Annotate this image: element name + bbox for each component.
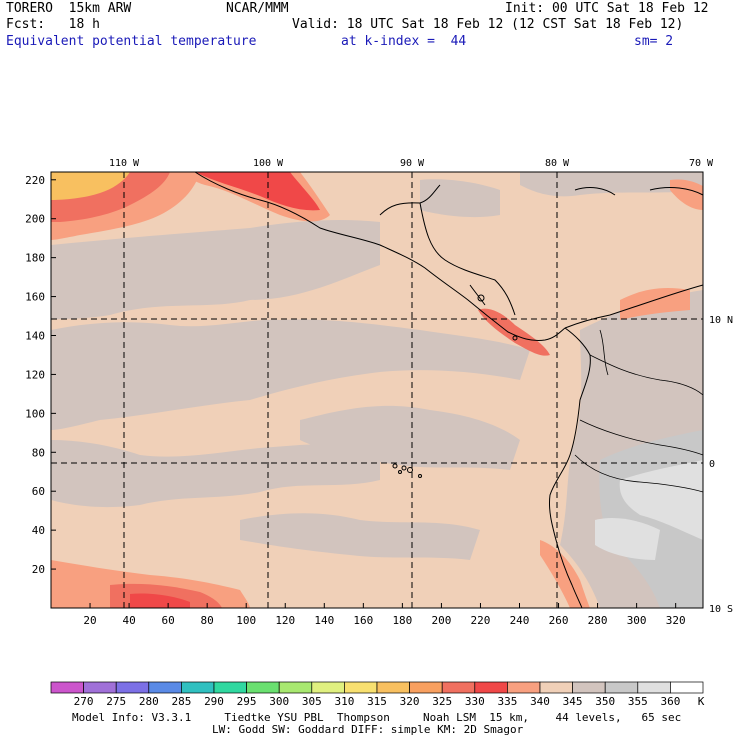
y-tick-label: 40 [32,524,45,537]
y-tick-label: 60 [32,485,45,498]
colorbar-swatch [670,681,704,694]
forecast-hour: Fcst: 18 h [6,17,100,32]
colorbar-swatch [83,681,117,694]
y-tick-label: 100 [25,407,45,420]
x-tick-label: 80 [201,614,214,627]
colorbar-swatch [539,681,573,694]
model-info-line2: LW: Godd SW: Goddard DIFF: simple KM: 2D… [212,723,524,736]
y-tick-label: 160 [25,291,45,304]
y-axis-ticks: 220 200 180 160 140 120 100 80 60 40 20 [25,174,56,576]
colorbar-label: 310 [334,695,354,708]
latitude-label: 10 N [709,315,733,326]
y-tick-label: 120 [25,368,45,381]
colorbar-label: 300 [269,695,289,708]
longitude-label: 100 W [253,158,284,169]
longitude-labels: 110 W 100 W 90 W 80 W 70 W [109,158,714,169]
y-tick-label: 200 [25,213,45,226]
longitude-label: 110 W [109,158,140,169]
colorbar-label: 325 [432,695,452,708]
colorbar-label: 275 [106,695,126,708]
x-tick-label: 300 [627,614,647,627]
x-tick-label: 220 [471,614,491,627]
longitude-label: 80 W [545,158,570,169]
latitude-labels: 10 N 0 10 S [709,315,733,615]
colorbar-label: 315 [367,695,387,708]
colorbar-unit: K [698,695,705,708]
colorbar-labels: 270 275 280 285 290 295 300 305 310 315 320 325 330 3… [74,695,681,708]
colorbar-label: 335 [497,695,517,708]
x-axis-ticks: 20 40 60 80 100 120 140 160 180 200 220 240 260 280 30… [83,603,686,627]
y-tick-label: 220 [25,174,45,187]
colorbar-label: 320 [400,695,420,708]
colorbar-label: 345 [563,695,583,708]
colorbar-label: 280 [139,695,159,708]
x-tick-label: 120 [275,614,295,627]
x-tick-label: 140 [314,614,334,627]
valid-time: Valid: 18 UTC Sat 18 Feb 12 (12 CST Sat … [292,17,684,32]
colorbar-swatch [637,681,671,694]
org-label: NCAR/MMM [226,1,289,16]
colorbar-label: 270 [74,695,94,708]
x-tick-label: 180 [392,614,412,627]
y-tick-label: 180 [25,252,45,265]
colorbar-swatch [409,681,443,694]
colorbar-swatch [148,681,182,694]
colorbar-swatch [376,681,410,694]
x-tick-label: 260 [549,614,569,627]
x-tick-label: 200 [431,614,451,627]
longitude-label: 90 W [400,158,425,169]
longitude-label: 70 W [689,158,714,169]
colorbar-label: 360 [660,695,680,708]
colorbar-swatch [50,681,84,694]
level-label: at k-index = 44 [341,34,467,49]
x-tick-label: 320 [666,614,686,627]
colorbar-swatch [213,681,247,694]
colorbar-swatch [604,681,639,694]
x-tick-label: 100 [236,614,256,627]
colorbar-swatch [441,681,476,694]
colorbar [50,681,704,694]
map-grid [51,172,703,608]
colorbar-label: 285 [171,695,191,708]
latitude-label: 0 [709,459,715,470]
colorbar-swatch [115,681,150,694]
map-frame [50,171,704,609]
y-tick-label: 80 [32,446,45,459]
x-tick-label: 240 [510,614,530,627]
colorbar-swatch [572,681,606,694]
theta-e-field [51,172,703,608]
x-tick-label: 280 [588,614,608,627]
colorbar-label: 330 [465,695,485,708]
colorbar-swatch [507,681,541,694]
colorbar-label: 290 [204,695,224,708]
y-tick-label: 20 [32,563,45,576]
smoothing-label: sm= 2 [634,34,674,49]
colorbar-swatch [181,681,215,694]
latitude-label: 10 S [709,604,733,615]
colorbar-label: 305 [302,695,322,708]
colorbar-label: 350 [595,695,615,708]
init-time: Init: 00 UTC Sat 18 Feb 12 [505,1,709,16]
x-tick-label: 40 [122,614,135,627]
field-name: Equivalent potential temperature [6,34,257,49]
colorbar-swatch [246,681,280,694]
colorbar-swatch [278,681,313,694]
x-tick-label: 20 [83,614,96,627]
colorbar-label: 340 [530,695,550,708]
y-tick-label: 140 [25,330,45,343]
colorbar-swatch [474,681,508,694]
model-info-line1: Model Info: V3.3.1 Tiedtke YSU PBL Thomp… [72,711,682,724]
coastlines-borders [194,171,704,609]
colorbar-label: 295 [237,695,257,708]
colorbar-label: 355 [628,695,648,708]
x-tick-label: 60 [162,614,175,627]
colorbar-swatch [344,681,378,694]
colorbar-swatch [311,681,345,694]
x-tick-label: 160 [353,614,373,627]
model-title: TORERO 15km ARW [6,1,132,16]
